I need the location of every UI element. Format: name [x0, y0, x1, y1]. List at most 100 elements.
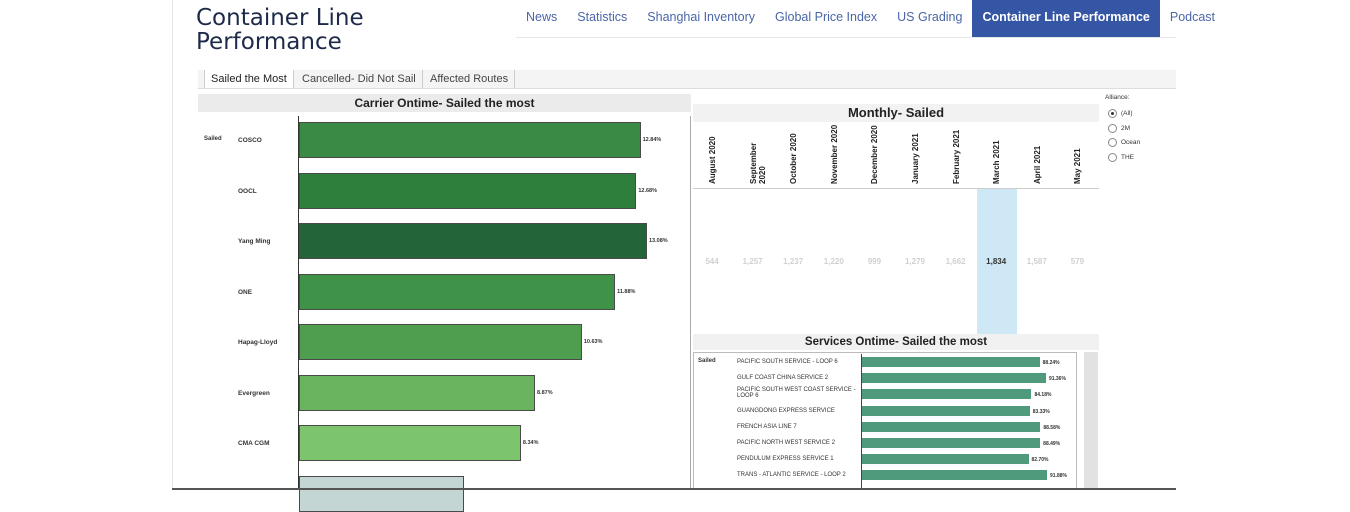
carrier-value-label: 12.68%: [638, 187, 657, 194]
service-value-label: 91.36%: [1048, 376, 1066, 383]
carrier-bar[interactable]: [299, 475, 464, 512]
radio-icon[interactable]: [1108, 123, 1117, 133]
bottom-divider: [172, 488, 1176, 490]
carrier-bar[interactable]: [299, 273, 616, 310]
service-bar[interactable]: [862, 454, 1029, 465]
selected-month-highlight[interactable]: [977, 189, 1017, 334]
month-column-label[interactable]: February 2021: [951, 129, 961, 184]
radio-icon[interactable]: [1108, 152, 1117, 162]
carrier-name-label: Hapag-Lloyd: [238, 339, 278, 346]
month-value[interactable]: 579: [1070, 257, 1085, 266]
tab-sailed-the-most[interactable]: Sailed the Most: [204, 70, 294, 88]
service-value-label: 88.49%: [1043, 441, 1061, 447]
alliance-filter-label: Alliance:: [1105, 94, 1130, 101]
nav-item-news[interactable]: News: [526, 10, 558, 24]
nav-item-podcast[interactable]: Podcast: [1169, 10, 1216, 24]
service-bar[interactable]: [862, 470, 1047, 481]
service-value-label: 82.70%: [1031, 457, 1049, 464]
radio-icon[interactable]: [1108, 138, 1117, 147]
carrier-bar[interactable]: [299, 172, 637, 209]
service-value-label: 91.88%: [1050, 473, 1067, 480]
service-bar[interactable]: [862, 373, 1046, 384]
dashboard-tabs: [198, 70, 1176, 89]
services-row-header: Sailed: [698, 358, 716, 364]
month-value[interactable]: 1,237: [783, 257, 804, 266]
service-value-label: 83.33%: [1032, 408, 1050, 415]
month-value[interactable]: 1,834: [986, 257, 1007, 266]
page-title-line2: Performance: [196, 29, 342, 55]
carrier-value-label: 10.63%: [583, 339, 603, 345]
top-nav: News Statistics Shanghai Inventory Globa…: [516, 0, 1215, 38]
alliance-option[interactable]: 2M: [1108, 123, 1131, 133]
carrier-bar[interactable]: [299, 324, 582, 360]
carrier-bar[interactable]: [299, 374, 535, 411]
nav-item-shanghai-inventory[interactable]: Shanghai Inventory: [647, 10, 755, 24]
alliance-option[interactable]: THE: [1108, 152, 1134, 162]
alliance-option-label: THE: [1121, 153, 1134, 161]
carrier-name-label: CMA CGM: [238, 440, 270, 447]
month-column-label[interactable]: August 2020: [708, 136, 717, 184]
month-value[interactable]: 544: [705, 257, 719, 266]
month-value[interactable]: 999: [867, 257, 882, 266]
month-value[interactable]: 1,220: [823, 257, 844, 266]
carrier-bar[interactable]: [299, 122, 641, 158]
carrier-row-header: Sailed: [204, 136, 222, 142]
monthly-title: Monthly- Sailed: [847, 105, 945, 120]
month-column-label[interactable]: May 2021: [1073, 148, 1083, 184]
carrier-value-label: 8.87%: [536, 389, 553, 396]
service-value-label: 84.18%: [1034, 392, 1052, 399]
services-chart-axis: [861, 354, 862, 490]
service-bar[interactable]: [862, 405, 1030, 416]
carrier-name-label: COSCO: [238, 137, 262, 144]
carrier-chart-border: [690, 116, 691, 490]
month-value[interactable]: 1,257: [742, 257, 763, 266]
month-value[interactable]: 1,662: [945, 257, 966, 266]
alliance-option-label: 2M: [1121, 124, 1131, 132]
carrier-name-label: Evergreen: [238, 389, 270, 397]
month-column-label[interactable]: September 2020: [748, 142, 767, 184]
month-column-label[interactable]: November 2020: [829, 124, 839, 184]
month-column-label[interactable]: March 2021: [992, 140, 1002, 184]
service-bar[interactable]: [862, 357, 1040, 367]
month-value[interactable]: 1,587: [1026, 257, 1047, 266]
alliance-option-label: (All): [1121, 110, 1133, 117]
carrier-bar[interactable]: [299, 223, 647, 259]
radio-icon[interactable]: [1108, 109, 1117, 118]
carrier-value-label: 11.88%: [617, 288, 636, 295]
nav-item-global-price-index[interactable]: Global Price Index: [775, 10, 878, 24]
carrier-chart-axis: [298, 116, 299, 490]
page-title: Container Line Performance: [196, 6, 364, 54]
month-column-label[interactable]: April 2021: [1032, 145, 1042, 184]
nav-item-container-line-performance[interactable]: Container Line Performance: [972, 0, 1160, 37]
month-column-label[interactable]: October 2020: [789, 133, 799, 184]
carrier-name-label: Yang Ming: [238, 238, 271, 245]
tab-affected-routes[interactable]: Affected Routes: [424, 70, 516, 88]
service-bar[interactable]: [862, 389, 1032, 400]
services-scrollbar[interactable]: [1084, 352, 1098, 490]
nav-item-statistics[interactable]: Statistics: [577, 10, 628, 24]
carrier-bar[interactable]: [299, 425, 521, 461]
carrier-name-label: ONE: [238, 288, 253, 296]
nav-item-us-grading[interactable]: US Grading: [897, 10, 963, 24]
page-title-line1: Container Line: [196, 5, 364, 31]
month-value[interactable]: 1,279: [904, 257, 926, 266]
service-name-label: GULF COAST CHINA SERVICE 2: [737, 375, 829, 382]
tab-cancelled-did-not-sail[interactable]: Cancelled- Did Not Sail: [296, 70, 423, 88]
alliance-option[interactable]: (All): [1108, 109, 1133, 118]
service-value-label: 88.58%: [1043, 424, 1061, 431]
monthly-divider: [693, 188, 1099, 189]
carrier-chart-title: Carrier Ontime- Sailed the most: [198, 94, 691, 112]
month-column-label[interactable]: December 2020: [870, 125, 880, 184]
service-name-label: PACIFIC SOUTH SERVICE - LOOP 6: [737, 359, 838, 365]
service-name-label: TRANS - ATLANTIC SERVICE - LOOP 2: [737, 472, 846, 479]
service-name-label: FRENCH ASIA LINE 7: [737, 423, 797, 430]
carrier-value-label: 8.34%: [522, 440, 539, 446]
service-bar[interactable]: [862, 438, 1041, 448]
carrier-value-label: 13.08%: [649, 238, 668, 244]
carrier-name-label: OOCL: [238, 187, 257, 195]
service-name-label: GUANGDONG EXPRESS SERVICE: [737, 407, 835, 414]
service-bar[interactable]: [862, 421, 1041, 432]
month-column-label[interactable]: January 2021: [911, 133, 920, 184]
service-value-label: 88.24%: [1042, 360, 1060, 366]
alliance-option[interactable]: Ocean: [1108, 138, 1140, 147]
